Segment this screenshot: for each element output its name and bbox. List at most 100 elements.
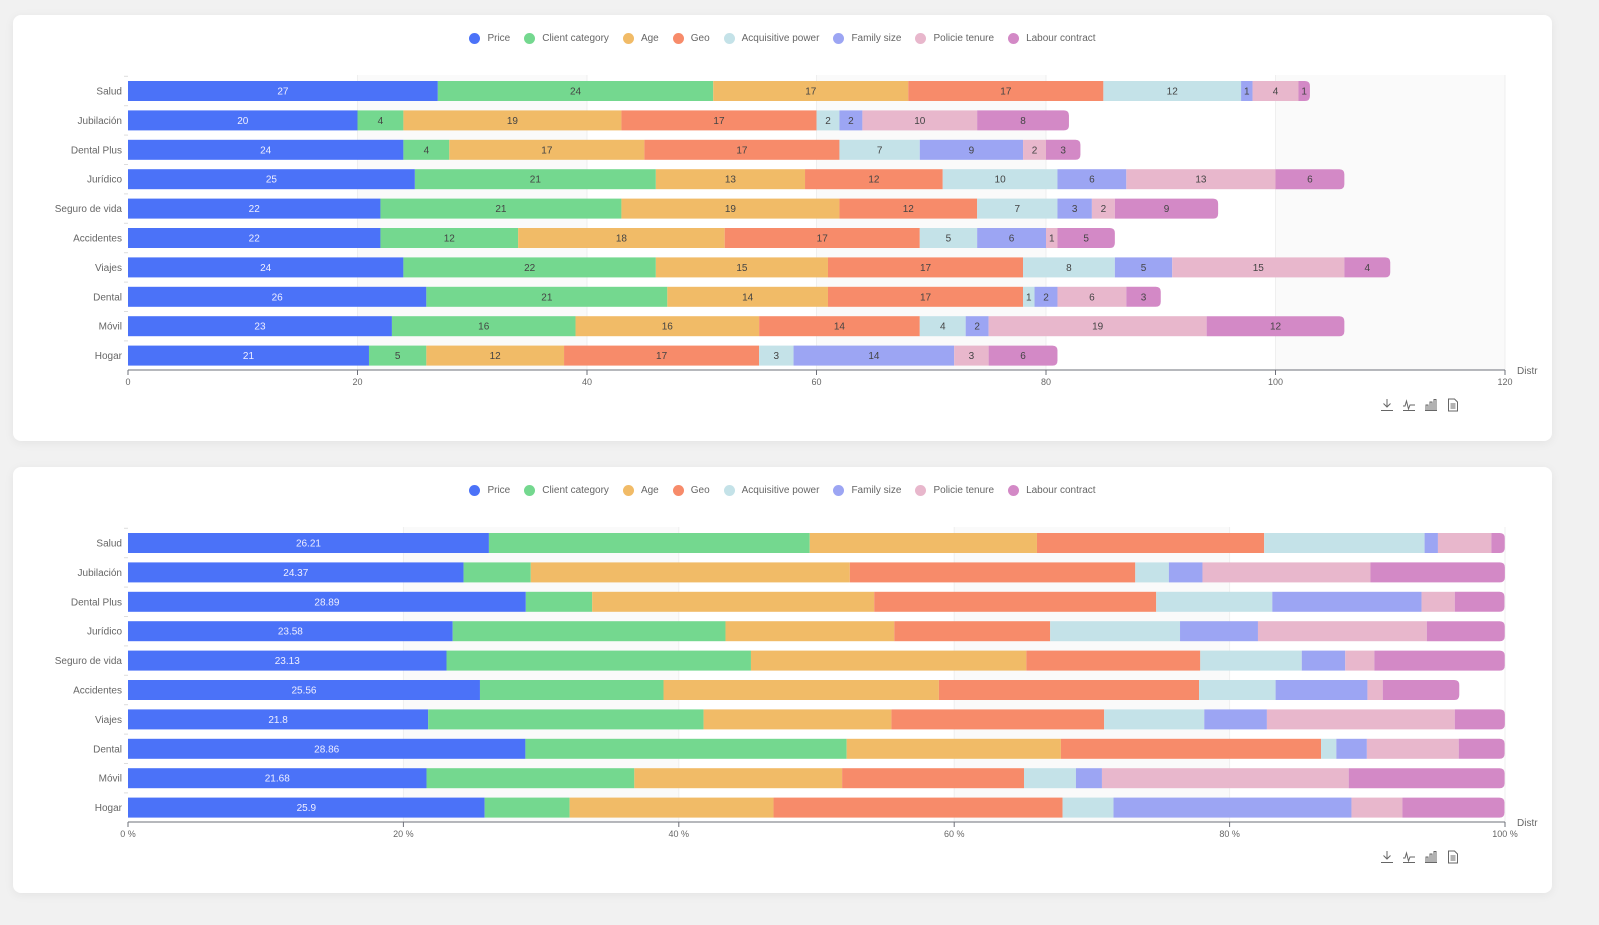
- bar-segment-acquisitive-power[interactable]: [977, 198, 1058, 219]
- bar-segment-geo[interactable]: [564, 345, 760, 366]
- bar-segment-client-category[interactable]: [525, 591, 593, 612]
- bar-segment-labour-contract[interactable]: [1206, 316, 1345, 337]
- bar-segment-family-size[interactable]: [1113, 797, 1352, 818]
- bar-segment-age[interactable]: [846, 738, 1061, 759]
- bar-segment-policie-tenure[interactable]: [1257, 621, 1427, 642]
- bar-segment-client-category[interactable]: [525, 738, 847, 759]
- bar-segment-geo[interactable]: [894, 621, 1051, 642]
- bar-segment-family-size[interactable]: [1275, 680, 1368, 700]
- bar-segment-labour-contract[interactable]: [1382, 680, 1460, 700]
- bar-segment-family-size[interactable]: [965, 316, 989, 337]
- legend-item-price[interactable]: Price: [469, 33, 510, 44]
- legend-item-age[interactable]: Age: [622, 485, 659, 496]
- download-button[interactable]: [1379, 849, 1395, 865]
- bar-segment-client-category[interactable]: [380, 228, 519, 248]
- bar-segment-client-category[interactable]: [484, 797, 570, 818]
- bar-segment-price[interactable]: [128, 169, 415, 190]
- bar-segment-price[interactable]: [128, 562, 464, 583]
- bar-segment-price[interactable]: [128, 650, 447, 671]
- bar-segment-client-category[interactable]: [403, 257, 656, 278]
- bar-segment-acquisitive-power[interactable]: [839, 139, 920, 160]
- bar-segment-age[interactable]: [725, 621, 895, 642]
- bar-segment-acquisitive-power[interactable]: [1024, 768, 1076, 789]
- bar-segment-acquisitive-power[interactable]: [1104, 709, 1205, 730]
- bar-segment-policie-tenure[interactable]: [1252, 81, 1299, 101]
- bar-segment-acquisitive-power[interactable]: [1050, 621, 1181, 642]
- bar-segment-price[interactable]: [128, 139, 404, 160]
- bar-segment-acquisitive-power[interactable]: [942, 169, 1058, 190]
- bar-segment-price[interactable]: [128, 81, 438, 101]
- bar-segment-client-category[interactable]: [488, 533, 810, 553]
- bar-segment-price[interactable]: [128, 797, 485, 818]
- bar-segment-family-size[interactable]: [1424, 533, 1438, 553]
- bar-segment-family-size[interactable]: [1241, 81, 1253, 101]
- legend-item-labour-contract[interactable]: Labour contract: [1008, 485, 1096, 496]
- bar-segment-price[interactable]: [128, 286, 427, 307]
- bar-segment-age[interactable]: [655, 257, 828, 278]
- bar-segment-labour-contract[interactable]: [1370, 562, 1505, 583]
- bar-segment-labour-contract[interactable]: [988, 345, 1058, 366]
- legend-item-family-size[interactable]: Family size: [833, 33, 901, 44]
- bar-segment-client-category[interactable]: [403, 139, 450, 160]
- bar-segment-labour-contract[interactable]: [1275, 169, 1345, 190]
- bar-segment-labour-contract[interactable]: [1374, 650, 1505, 671]
- bar-segment-labour-contract[interactable]: [1344, 257, 1391, 278]
- bar-segment-labour-contract[interactable]: [1046, 139, 1081, 160]
- bar-segment-acquisitive-power[interactable]: [1156, 591, 1273, 612]
- bar-segment-acquisitive-power[interactable]: [1023, 257, 1115, 278]
- bar-segment-geo[interactable]: [1026, 650, 1201, 671]
- bar-segment-labour-contract[interactable]: [1348, 768, 1505, 789]
- bar-segment-labour-contract[interactable]: [1491, 533, 1505, 553]
- bar-segment-family-size[interactable]: [1168, 562, 1203, 583]
- bar-segment-client-category[interactable]: [452, 621, 726, 642]
- bar-segment-price[interactable]: [128, 110, 358, 131]
- bar-segment-geo[interactable]: [827, 257, 1024, 278]
- bar-segment-price[interactable]: [128, 257, 404, 278]
- bar-segment-age[interactable]: [750, 650, 1027, 671]
- bar-segment-acquisitive-power[interactable]: [1135, 562, 1169, 583]
- bar-segment-acquisitive-power[interactable]: [816, 110, 840, 131]
- bar-segment-geo[interactable]: [849, 562, 1136, 583]
- bar-segment-geo[interactable]: [1036, 533, 1265, 553]
- bar-segment-price[interactable]: [128, 228, 381, 248]
- bar-segment-family-size[interactable]: [1057, 169, 1127, 190]
- bar-segment-age[interactable]: [403, 110, 622, 131]
- bar-segment-price[interactable]: [128, 316, 392, 337]
- bar-segment-labour-contract[interactable]: [1298, 81, 1310, 101]
- bar-segment-policie-tenure[interactable]: [1351, 797, 1403, 818]
- bar-segment-client-category[interactable]: [380, 198, 622, 219]
- bar-segment-acquisitive-power[interactable]: [919, 228, 978, 248]
- bar-segment-price[interactable]: [128, 768, 427, 789]
- bar-segment-policie-tenure[interactable]: [1266, 709, 1455, 730]
- legend-item-age[interactable]: Age: [622, 33, 659, 44]
- bar-segment-geo[interactable]: [827, 286, 1024, 307]
- bar-segment-policie-tenure[interactable]: [1126, 169, 1276, 190]
- bar-segment-geo[interactable]: [938, 680, 1200, 700]
- bar-segment-policie-tenure[interactable]: [1101, 768, 1349, 789]
- bar-segment-labour-contract[interactable]: [1402, 797, 1505, 818]
- bar-segment-price[interactable]: [128, 709, 429, 730]
- bar-segment-family-size[interactable]: [1204, 709, 1267, 730]
- bar-segment-acquisitive-power[interactable]: [1023, 286, 1035, 307]
- bar-segment-acquisitive-power[interactable]: [1062, 797, 1114, 818]
- bar-segment-price[interactable]: [128, 533, 489, 553]
- legend-item-family-size[interactable]: Family size: [833, 485, 901, 496]
- legend-item-client-category[interactable]: Client category: [524, 485, 609, 496]
- bar-segment-age[interactable]: [655, 169, 806, 190]
- bar-segment-client-category[interactable]: [426, 286, 668, 307]
- bar-segment-policie-tenure[interactable]: [1091, 198, 1115, 219]
- legend-item-client-category[interactable]: Client category: [524, 33, 609, 44]
- bar-segment-labour-contract[interactable]: [1057, 228, 1115, 248]
- bar-segment-labour-contract[interactable]: [977, 110, 1069, 131]
- bar-chart-button[interactable]: [1423, 849, 1439, 865]
- legend-item-acquisitive-power[interactable]: Acquisitive power: [723, 33, 819, 44]
- bar-segment-price[interactable]: [128, 680, 480, 700]
- bar-segment-client-category[interactable]: [368, 345, 427, 366]
- bar-segment-acquisitive-power[interactable]: [1103, 81, 1242, 101]
- bar-segment-policie-tenure[interactable]: [1023, 139, 1046, 160]
- download-button[interactable]: [1379, 397, 1395, 413]
- bar-segment-policie-tenure[interactable]: [1421, 591, 1455, 612]
- bar-segment-client-category[interactable]: [437, 81, 714, 101]
- bar-segment-price[interactable]: [128, 198, 381, 219]
- line-chart-button[interactable]: [1401, 397, 1417, 413]
